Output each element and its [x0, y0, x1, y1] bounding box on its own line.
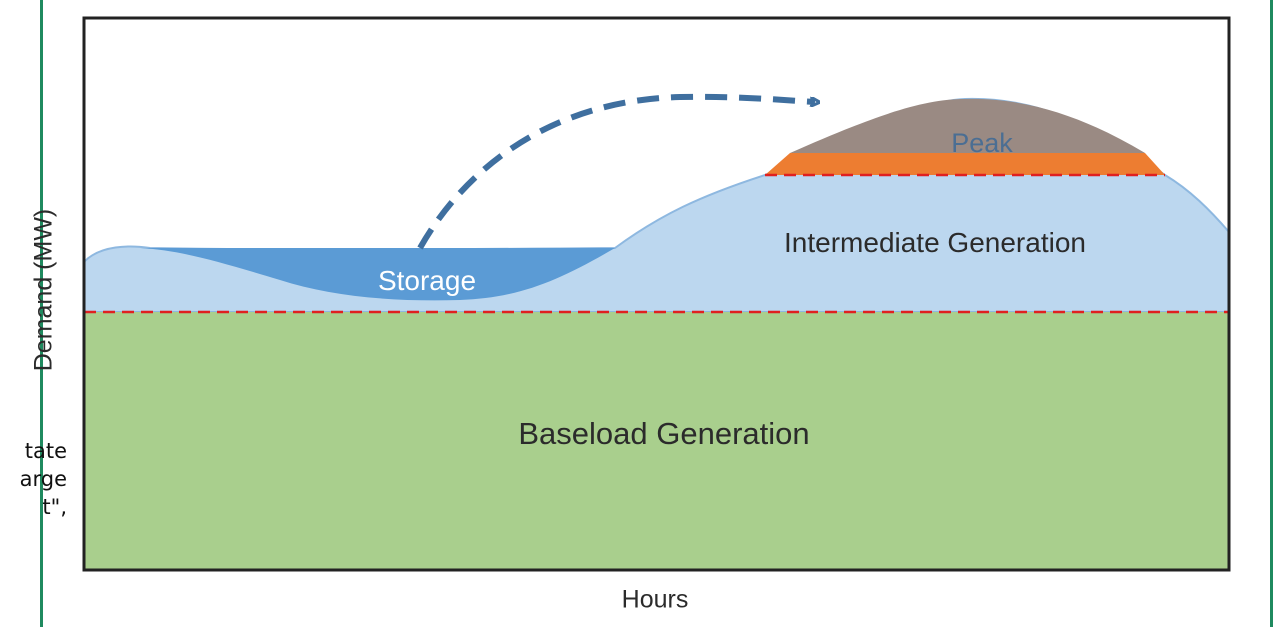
- storage-region: [140, 248, 615, 301]
- background-text-line-3: t",: [42, 495, 67, 519]
- background-text-line-1: tate: [24, 439, 67, 463]
- peak-label: Peak: [951, 128, 1013, 158]
- chart-frame: [82, 16, 1231, 572]
- background-text-line-2: arge: [19, 467, 67, 491]
- right-green-rule: [1270, 0, 1273, 627]
- baseload-region: [84, 312, 1229, 570]
- baseload-label: Baseload Generation: [518, 416, 809, 451]
- left-green-rule: [40, 0, 43, 627]
- peak-band-region: [765, 153, 1165, 175]
- intermediate-label: Intermediate Generation: [784, 227, 1086, 258]
- peak-region: [790, 98, 1145, 153]
- y-axis-label: Demand (MW): [29, 208, 58, 372]
- x-axis-label: Hours: [621, 585, 689, 614]
- storage-shift-arrow: [417, 93, 815, 250]
- storage-label: Storage: [378, 265, 476, 296]
